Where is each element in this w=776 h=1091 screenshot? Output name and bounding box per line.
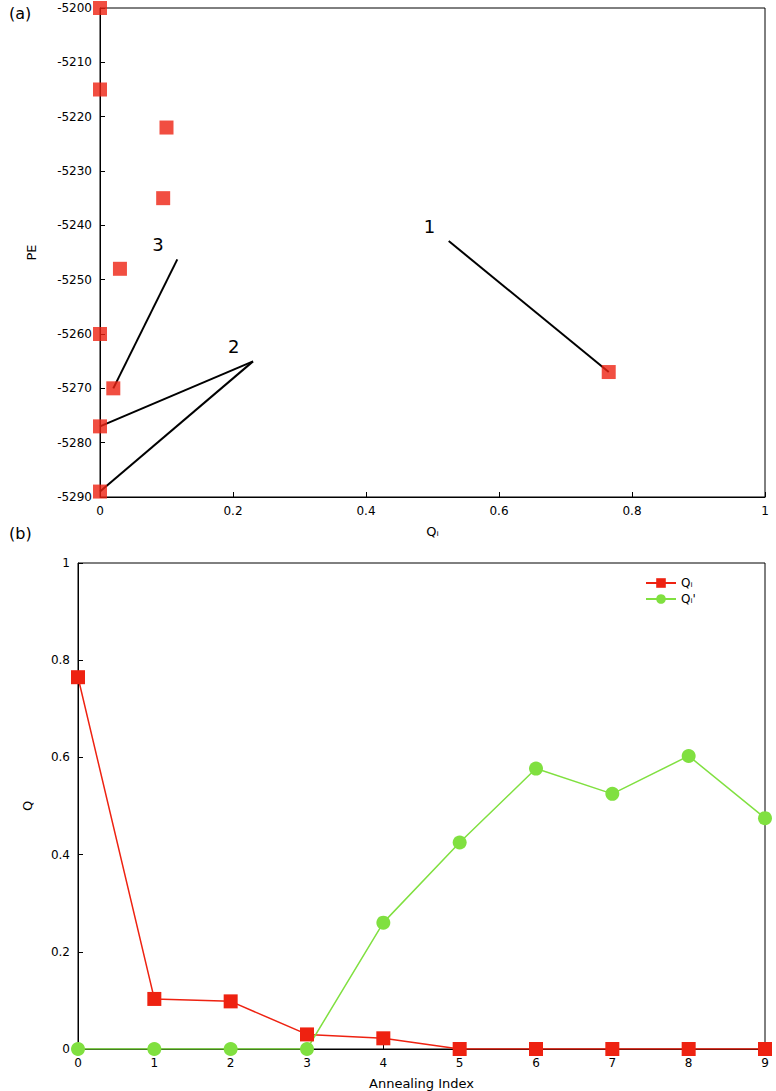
- svg-text:7: 7: [609, 1056, 617, 1070]
- svg-text:5: 5: [456, 1056, 464, 1070]
- svg-text:-5240: -5240: [57, 218, 92, 232]
- svg-text:(a): (a): [9, 4, 31, 23]
- svg-text:6: 6: [532, 1056, 540, 1070]
- svg-text:-5230: -5230: [57, 164, 92, 178]
- svg-text:3: 3: [152, 234, 163, 255]
- svg-text:0.6: 0.6: [51, 750, 70, 764]
- svg-text:(b): (b): [9, 524, 32, 543]
- svg-text:0: 0: [62, 1042, 70, 1056]
- svg-text:Q: Q: [20, 801, 35, 811]
- svg-text:-5200: -5200: [57, 1, 92, 15]
- svg-text:-5250: -5250: [57, 273, 92, 287]
- svg-text:-5260: -5260: [57, 327, 92, 341]
- svg-text:0.2: 0.2: [51, 945, 70, 959]
- svg-text:Annealing Index: Annealing Index: [369, 1076, 474, 1091]
- svg-text:PE: PE: [24, 244, 39, 260]
- svg-text:8: 8: [685, 1056, 693, 1070]
- svg-text:-5210: -5210: [57, 55, 92, 69]
- svg-text:Qᵢ: Qᵢ: [681, 576, 693, 590]
- svg-text:-5220: -5220: [57, 110, 92, 124]
- svg-text:9: 9: [761, 1056, 769, 1070]
- svg-text:0.4: 0.4: [356, 504, 375, 518]
- svg-text:0.8: 0.8: [622, 504, 641, 518]
- svg-text:1: 1: [761, 504, 769, 518]
- svg-text:3: 3: [303, 1056, 311, 1070]
- svg-text:0.6: 0.6: [489, 504, 508, 518]
- svg-text:1: 1: [424, 216, 435, 237]
- svg-text:0: 0: [96, 504, 104, 518]
- svg-text:-5290: -5290: [57, 490, 92, 504]
- svg-text:0.2: 0.2: [223, 504, 242, 518]
- svg-text:2: 2: [228, 336, 239, 357]
- svg-text:-5270: -5270: [57, 381, 92, 395]
- svg-text:0.8: 0.8: [51, 653, 70, 667]
- svg-text:0: 0: [74, 1056, 82, 1070]
- svg-text:4: 4: [380, 1056, 388, 1070]
- svg-text:2: 2: [227, 1056, 235, 1070]
- svg-text:0.4: 0.4: [51, 848, 70, 862]
- svg-text:1: 1: [62, 556, 70, 570]
- svg-text:Qᵢ': Qᵢ': [681, 592, 696, 606]
- svg-text:-5280: -5280: [57, 436, 92, 450]
- svg-text:1: 1: [151, 1056, 159, 1070]
- svg-text:Qᵢ: Qᵢ: [426, 524, 439, 539]
